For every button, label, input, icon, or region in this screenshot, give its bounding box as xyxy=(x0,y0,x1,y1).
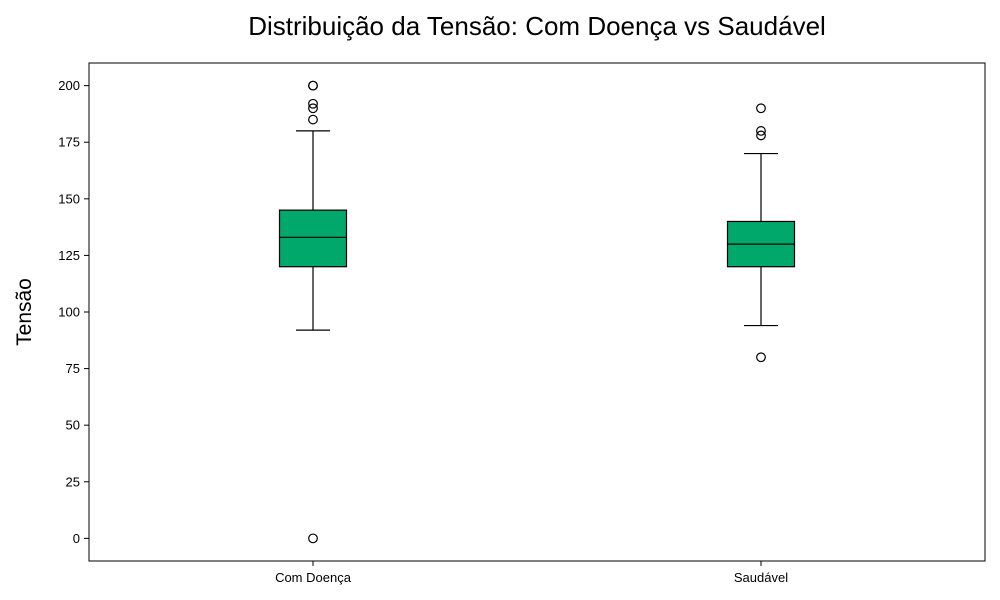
x-tick-label: Com Doença xyxy=(275,570,352,585)
y-tick-label: 100 xyxy=(58,305,80,320)
plot-area-frame xyxy=(88,62,986,562)
box-2 xyxy=(726,103,796,363)
x-axis: Com Doença Saudável xyxy=(275,561,788,585)
outlier-point xyxy=(756,352,766,363)
outlier-point xyxy=(308,98,318,109)
y-tick-label: 25 xyxy=(66,474,80,489)
y-tick-label: 75 xyxy=(66,361,80,376)
y-axis-label: Tensão xyxy=(13,278,36,346)
iqr-box xyxy=(278,209,348,268)
outlier-point xyxy=(308,533,318,544)
y-tick-label: 150 xyxy=(58,191,80,206)
chart-title: Distribuição da Tensão: Com Doença vs Sa… xyxy=(248,11,826,41)
y-axis: 0 25 50 75 100 125 150 175 200 xyxy=(58,78,89,546)
outlier-point xyxy=(308,80,318,91)
outlier-point xyxy=(308,103,318,114)
box-1 xyxy=(278,80,348,544)
y-tick-label: 50 xyxy=(66,418,80,433)
y-tick-label: 200 xyxy=(58,78,80,93)
outlier-point xyxy=(308,114,318,125)
outlier-point xyxy=(756,130,766,141)
box-series xyxy=(278,80,796,544)
y-tick-label: 0 xyxy=(73,531,80,546)
y-tick-label: 175 xyxy=(58,135,80,150)
outlier-point xyxy=(756,126,766,136)
y-tick-label: 125 xyxy=(58,248,80,263)
outlier-point xyxy=(756,103,766,114)
x-tick-label: Saudável xyxy=(734,570,788,585)
